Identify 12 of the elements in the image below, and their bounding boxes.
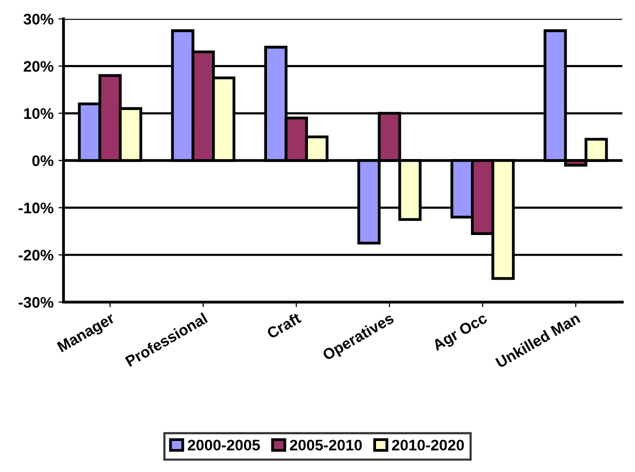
- legend-label: 2010-2020: [392, 440, 464, 451]
- y-tick-label: 0%: [32, 155, 54, 166]
- y-tick-label: 10%: [24, 108, 54, 119]
- y-tick-label: -20%: [18, 250, 54, 261]
- y-tick-label: 30%: [24, 14, 54, 25]
- y-tick-label: -10%: [18, 202, 54, 214]
- legend-label: 2005-2010: [290, 440, 362, 451]
- x-tick-label: Craft: [266, 312, 302, 340]
- y-tick-label: -30%: [18, 296, 54, 308]
- legend-label: 2000-2005: [188, 440, 260, 451]
- x-tick-label: Agr Occ: [432, 312, 490, 354]
- y-tick-label: 20%: [24, 60, 54, 72]
